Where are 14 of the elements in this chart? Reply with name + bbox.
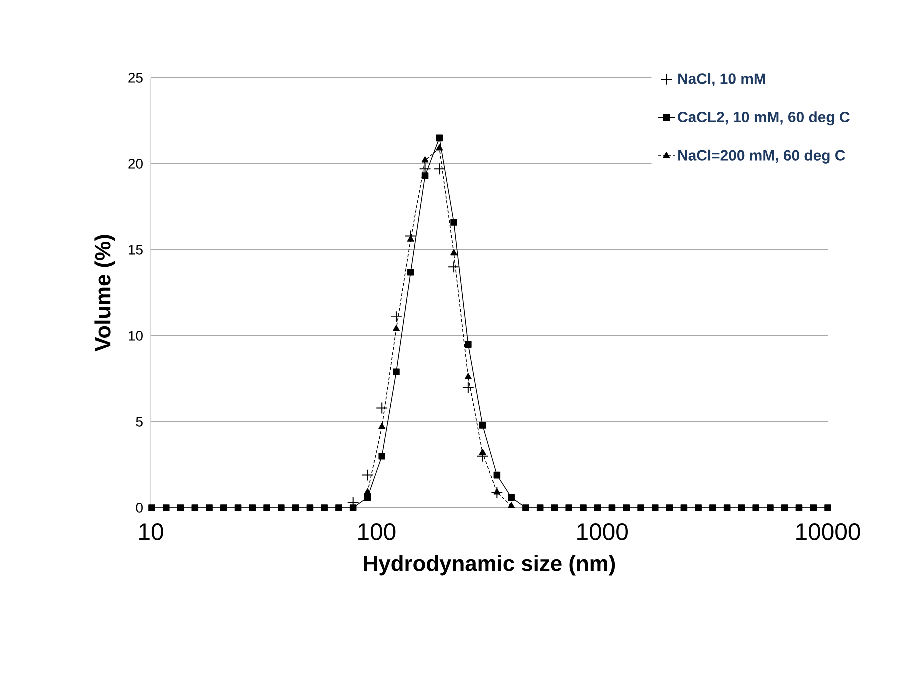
y-tick-label: 15 <box>129 245 143 255</box>
y-tick-label: 25 <box>128 73 143 83</box>
x-axis-title: Hydrodynamic size (nm) <box>364 555 616 576</box>
x-tick-label: 1000 <box>578 524 628 540</box>
x-tick-label: 10000 <box>796 524 860 540</box>
y-tick-label: 5 <box>136 417 143 427</box>
x-tick-label: 100 <box>358 524 396 540</box>
y-tick-label: 10 <box>129 331 143 341</box>
legend-label: NaCl, 10 mM <box>678 73 766 86</box>
y-axis-title: Volume (%) <box>94 235 116 352</box>
y-tick-label: 20 <box>128 159 143 169</box>
legend-label: CaCL2, 10 mM, 60 deg C <box>678 112 850 126</box>
y-tick-label: 0 <box>136 503 143 513</box>
legend-label: NaCl=200 mM, 60 deg C <box>678 150 846 164</box>
